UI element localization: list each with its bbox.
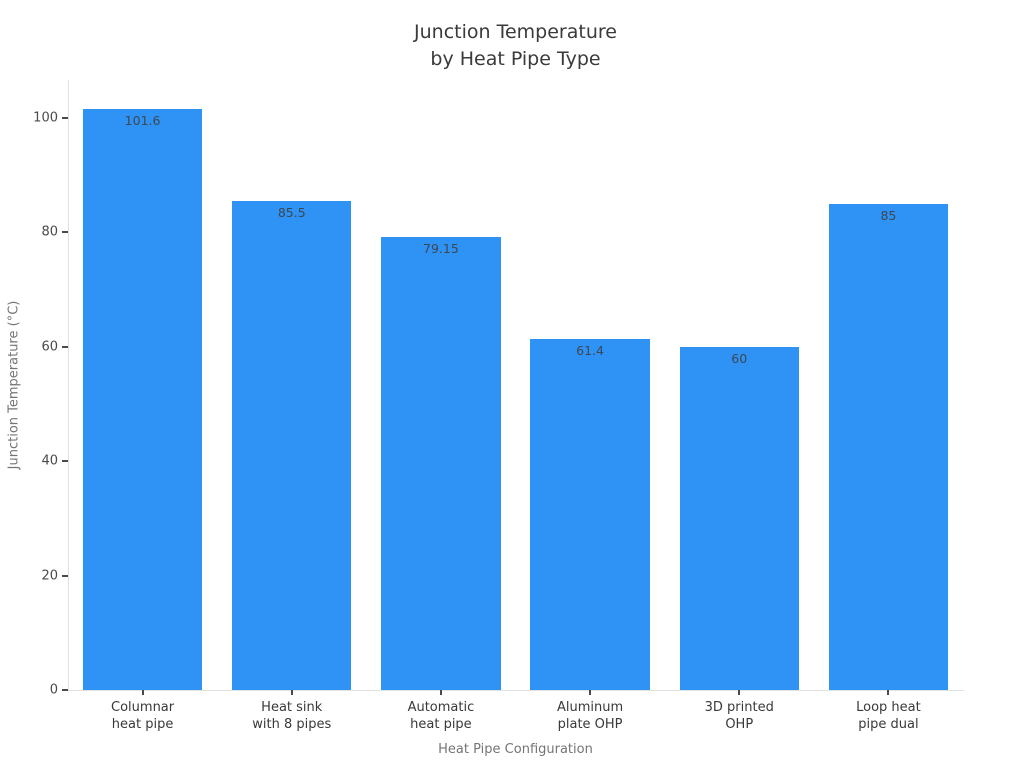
x-tick-label-line: Aluminum: [556, 700, 624, 715]
bar-value-label-5: 85: [880, 207, 897, 223]
x-tick-label-2: Automatic heat pipe: [408, 700, 475, 733]
x-tick-label-0: Columnar heat pipe: [111, 700, 174, 733]
x-axis-title: Heat Pipe Configuration: [438, 742, 593, 757]
x-tick-label-3: Aluminum plate OHP: [557, 700, 623, 733]
y-tick-mark: [62, 574, 68, 577]
y-axis-title: Junction Temperature (°C): [6, 300, 22, 470]
x-tick-mark: [738, 690, 741, 695]
x-tick-mark: [887, 690, 890, 695]
x-tick-label-line: plate OHP: [557, 716, 623, 732]
x-axis-spine: [68, 690, 964, 691]
x-tick-label-line: 3D printed: [704, 700, 774, 715]
x-tick-label-1: Heat sink with 8 pipes: [252, 700, 331, 733]
plot-area: 101.6 85.5 79.15 61.4 60 85: [68, 80, 963, 690]
x-tick-label-line: pipe dual: [858, 716, 919, 732]
chart-title: Junction Temperature by Heat Pipe Type: [68, 19, 963, 73]
x-tick-label-line: Heat sink: [261, 700, 323, 715]
bar-value-label-3: 61.4: [576, 342, 604, 358]
y-tick-mark: [62, 116, 68, 119]
y-tick-mark: [62, 460, 68, 463]
x-tick-mark: [589, 690, 592, 695]
bar-2: [381, 237, 501, 690]
x-tick-label-line: Columnar: [111, 700, 175, 715]
x-tick-label-line: OHP: [725, 716, 754, 732]
bar-value-label-1: 85.5: [277, 204, 306, 220]
chart-title-line-1: Junction Temperature: [414, 21, 617, 43]
bar-4: [679, 346, 799, 690]
bar-value-label-2: 79.15: [423, 241, 459, 257]
x-tick-label-5: Loop heat pipe dual: [856, 700, 921, 733]
x-tick-label-line: heat pipe: [111, 716, 174, 732]
y-tick-label: 80: [41, 224, 58, 240]
bar-0: [82, 108, 203, 690]
bar-5: [828, 203, 949, 690]
y-tick-mark: [62, 231, 68, 234]
chart-title-line-2: by Heat Pipe Type: [430, 48, 601, 70]
y-axis-spine: [68, 80, 69, 691]
x-tick-mark: [290, 690, 293, 695]
y-tick-mark: [62, 689, 68, 691]
bar-value-label-0: 101.6: [124, 112, 161, 128]
x-tick-mark: [439, 690, 442, 695]
x-tick-mark: [141, 690, 144, 695]
y-tick-mark: [62, 345, 68, 348]
x-tick-label-line: Loop heat: [856, 700, 921, 715]
x-tick-label-4: 3D printed OHP: [705, 700, 774, 733]
bar-3: [530, 338, 650, 690]
bar-1: [232, 200, 352, 690]
y-tick-label: 20: [41, 568, 58, 584]
y-tick-label: 60: [41, 339, 58, 355]
y-tick-label: 0: [49, 682, 58, 698]
y-tick-label: 100: [33, 110, 58, 126]
y-tick-label: 40: [41, 453, 58, 469]
x-tick-label-line: with 8 pipes: [252, 716, 332, 732]
x-tick-label-line: Automatic: [407, 700, 475, 715]
x-tick-label-line: heat pipe: [410, 716, 472, 732]
bar-value-label-4: 60: [731, 350, 748, 366]
